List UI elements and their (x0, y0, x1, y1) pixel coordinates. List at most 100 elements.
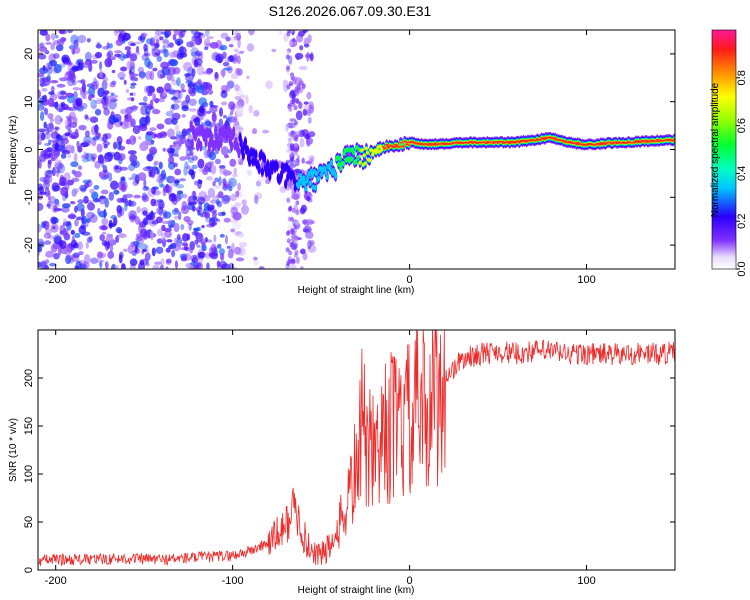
spectrogram-carrier (189, 121, 675, 195)
noise-blob (60, 137, 69, 145)
noise-blob (79, 184, 87, 192)
noise-blob (130, 82, 137, 86)
noise-blob (286, 84, 291, 90)
noise-blob (254, 195, 259, 205)
noise-blob (294, 236, 299, 242)
noise-blob (107, 250, 114, 259)
noise-blob (108, 191, 115, 201)
carrier-cell (386, 145, 390, 148)
snr-y-tick-label: 0 (23, 567, 35, 573)
noise-blob (289, 163, 297, 168)
noise-blob (237, 38, 241, 49)
noise-blob (83, 135, 92, 144)
noise-blob (179, 178, 187, 182)
noise-blob (185, 94, 191, 104)
noise-blob (94, 51, 103, 59)
carrier-cell (399, 141, 403, 144)
noise-blob (191, 257, 199, 264)
noise-blob (75, 260, 82, 269)
noise-blob (192, 195, 198, 201)
noise-blob (99, 234, 105, 242)
noise-blob (45, 41, 52, 46)
noise-blob (237, 182, 242, 191)
noise-blob (295, 209, 300, 216)
noise-blob (290, 216, 295, 222)
noise-blob (102, 100, 109, 110)
carrier-cell (266, 160, 270, 169)
noise-blob (295, 158, 300, 167)
noise-blob (44, 265, 49, 269)
noise-blob (84, 116, 90, 121)
noise-blob (104, 197, 109, 208)
noise-blob (187, 156, 195, 164)
noise-blob (214, 177, 220, 183)
noise-blob (129, 258, 138, 267)
noise-blob (161, 224, 166, 232)
noise-blob (196, 179, 202, 189)
carrier-cell (232, 126, 236, 138)
carrier-cell (397, 145, 401, 148)
noise-blob (70, 43, 74, 52)
noise-blob (288, 250, 293, 256)
noise-blob (307, 34, 312, 44)
noise-blob (196, 80, 202, 86)
noise-blob (146, 153, 154, 162)
noise-blob (208, 252, 216, 258)
noise-blob (159, 203, 164, 210)
noise-blob (77, 199, 84, 204)
noise-blob (93, 77, 97, 84)
noise-blob (151, 47, 161, 58)
noise-blob (200, 241, 206, 246)
noise-blob (97, 154, 104, 164)
noise-blob (39, 46, 48, 52)
noise-blob (183, 216, 191, 223)
spectrogram-y-tick-label: 0 (23, 146, 35, 152)
noise-blob (67, 30, 73, 34)
noise-blob (147, 106, 155, 110)
noise-blob (106, 42, 110, 49)
noise-blob (131, 173, 138, 180)
carrier-cell (204, 136, 208, 148)
noise-blob (159, 74, 166, 79)
noise-blob (156, 168, 160, 175)
noise-blob (84, 114, 89, 119)
noise-blob (50, 149, 59, 160)
noise-blob (287, 30, 292, 34)
noise-blob (42, 65, 46, 72)
noise-blob (142, 218, 149, 225)
noise-blob (228, 44, 234, 48)
noise-blob (138, 71, 146, 78)
noise-blob (44, 170, 53, 178)
noise-blob (296, 256, 300, 264)
noise-blob (38, 48, 47, 54)
noise-blob (150, 149, 156, 155)
noise-blob (219, 107, 223, 117)
noise-blob (202, 168, 209, 176)
carrier-cell (308, 180, 312, 187)
noise-blob (295, 55, 300, 61)
carrier-cell (371, 152, 375, 156)
colorbar-tick-label: 0.6 (736, 118, 748, 133)
noise-blob (59, 176, 67, 186)
spectrogram-xlabel: Height of straight line (km) (298, 285, 415, 296)
noise-blob (74, 128, 79, 136)
noise-blob (235, 190, 240, 198)
noise-blob (38, 77, 43, 83)
noise-blob (171, 103, 180, 110)
spectrogram-y-ticks: -20 -10 0 10 20 (23, 48, 675, 253)
noise-blob (166, 43, 170, 48)
noise-blob (189, 150, 194, 156)
noise-blob (223, 114, 227, 119)
noise-blob (120, 108, 127, 115)
noise-blob (42, 76, 51, 86)
noise-blob (301, 83, 306, 90)
noise-blob (142, 231, 149, 240)
noise-blob (130, 118, 136, 128)
noise-blob (140, 32, 148, 37)
noise-blob (101, 240, 107, 247)
noise-blob (159, 36, 164, 41)
noise-blob (52, 40, 59, 46)
noise-blob (188, 223, 192, 231)
noise-blob (102, 133, 108, 143)
noise-blob (38, 53, 47, 60)
